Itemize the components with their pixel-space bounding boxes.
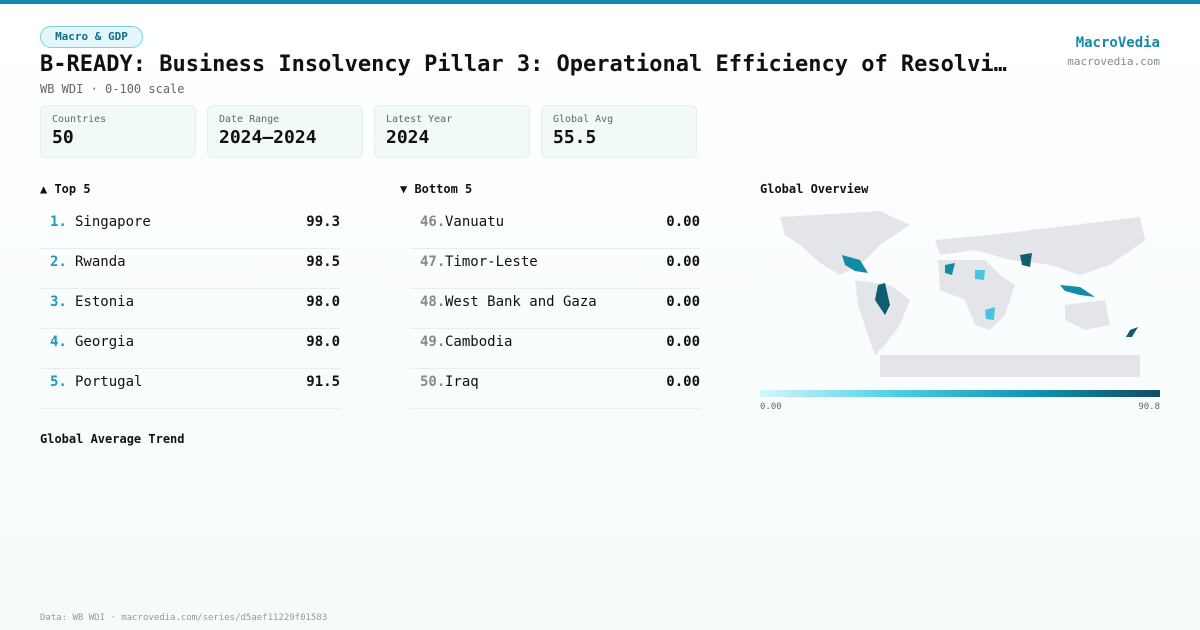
- value: 0.00: [666, 254, 700, 270]
- color-scale: [760, 390, 1160, 397]
- stat-label: Countries: [52, 114, 107, 125]
- list-row[interactable]: 46. Vanuatu 0.00: [410, 208, 700, 249]
- value: 0.00: [666, 334, 700, 350]
- section-title: ▲ Top 5: [40, 182, 91, 196]
- country-name: West Bank and Gaza: [445, 294, 597, 310]
- brand[interactable]: MacroVedia: [1075, 35, 1160, 51]
- country-name: Singapore: [75, 214, 151, 230]
- rank: 49.: [420, 334, 446, 350]
- value: 98.0: [306, 334, 340, 350]
- value: 0.00: [666, 294, 700, 310]
- value: 98.5: [306, 254, 340, 270]
- rank: 1.: [50, 214, 67, 230]
- value: 98.0: [306, 294, 340, 310]
- rank: 3.: [50, 294, 67, 310]
- stat-card: Countries 50: [40, 105, 196, 158]
- rank: 5.: [50, 374, 67, 390]
- rank: 46.: [420, 214, 446, 230]
- footer: Data: WB WDI · macrovedia.com/series/d5a…: [40, 613, 328, 623]
- list-row[interactable]: 49. Cambodia 0.00: [410, 328, 700, 369]
- list-row[interactable]: 3. Estonia 98.0: [40, 288, 340, 329]
- title: B-READY: Business Insolvency Pillar 3: O…: [40, 52, 1007, 77]
- list-row[interactable]: 50. Iraq 0.00: [410, 368, 700, 409]
- value: 99.3: [306, 214, 340, 230]
- country-name: Estonia: [75, 294, 135, 310]
- value: 0.00: [666, 214, 700, 230]
- list-row[interactable]: 48. West Bank and Gaza 0.00: [410, 288, 700, 329]
- section-title: Global Overview: [760, 182, 869, 196]
- stat-card: Global Avg 55.5: [541, 105, 697, 158]
- country-name: Iraq: [445, 374, 479, 390]
- country-name: Timor-Leste: [445, 254, 538, 270]
- stat-label: Latest Year: [386, 114, 453, 125]
- section-title: Global Average Trend: [40, 432, 185, 446]
- country-name: Vanuatu: [445, 214, 505, 230]
- scale-max: 90.8: [1138, 402, 1160, 412]
- value: 91.5: [306, 374, 340, 390]
- stat-card: Date Range 2024–2024: [207, 105, 363, 158]
- rank: 4.: [50, 334, 67, 350]
- stat-card: Latest Year 2024: [374, 105, 530, 158]
- top-bar: [0, 0, 1200, 4]
- stat-label: Global Avg: [553, 114, 614, 125]
- site[interactable]: macrovedia.com: [1067, 55, 1160, 68]
- country-name: Portugal: [75, 374, 143, 390]
- country-name: Georgia: [75, 334, 135, 350]
- stat-value: 50: [52, 127, 74, 148]
- stat-label: Date Range: [219, 114, 280, 125]
- list-row[interactable]: 1. Singapore 99.3: [40, 208, 340, 249]
- value: 0.00: [666, 374, 700, 390]
- country-name: Cambodia: [445, 334, 513, 350]
- rank: 2.: [50, 254, 67, 270]
- list-row[interactable]: 4. Georgia 98.0: [40, 328, 340, 369]
- subtitle: WB WDI · 0-100 scale: [40, 82, 185, 96]
- category-tag[interactable]: Macro & GDP: [40, 26, 143, 48]
- rank: 47.: [420, 254, 446, 270]
- rank: 48.: [420, 294, 446, 310]
- section-title: ▼ Bottom 5: [400, 182, 473, 196]
- list-row[interactable]: 5. Portugal 91.5: [40, 368, 340, 409]
- stat-value: 55.5: [553, 127, 597, 148]
- stat-value: 2024: [386, 127, 430, 148]
- stat-value: 2024–2024: [219, 127, 317, 148]
- rank: 50.: [420, 374, 446, 390]
- list-row[interactable]: 47. Timor-Leste 0.00: [410, 248, 700, 289]
- country-name: Rwanda: [75, 254, 126, 270]
- list-row[interactable]: 2. Rwanda 98.5: [40, 248, 340, 289]
- scale-min: 0.00: [760, 402, 782, 412]
- world-map: [780, 211, 1145, 377]
